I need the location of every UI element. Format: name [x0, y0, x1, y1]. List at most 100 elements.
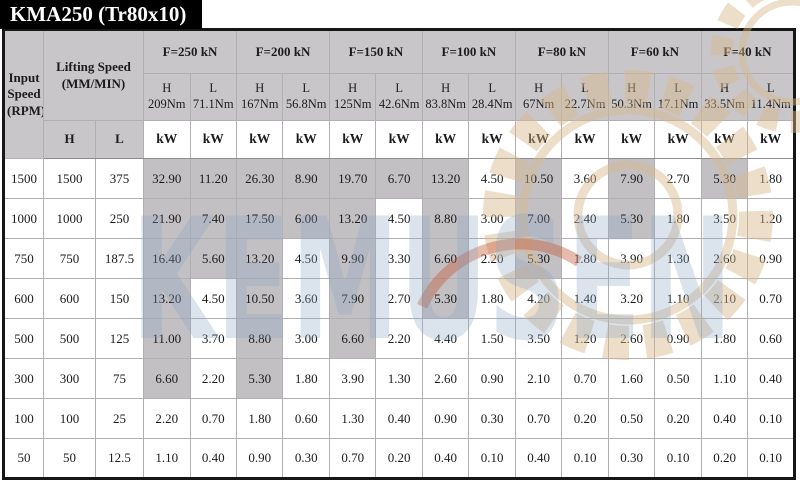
- kw-value: 0.90: [468, 358, 516, 399]
- kw-value: 2.70: [375, 278, 423, 319]
- kw-value: 0.20: [654, 398, 702, 439]
- kw-unit-label: kW: [468, 120, 516, 159]
- kw-value: 7.90: [328, 278, 377, 319]
- table-row: 750 750 187.5 16.40 5.60 13.20 4.50 9.90 3.30 6.6…: [3, 238, 795, 279]
- input-speed-value: 1500: [3, 158, 44, 199]
- kw-value: 1.10: [654, 278, 702, 319]
- load-header-row: Input Speed (RPM) Lifting Speed (MM/MIN)…: [3, 29, 796, 159]
- kw-value: 1.30: [328, 398, 377, 439]
- kw-value: 2.20: [375, 318, 423, 359]
- input-speed-value: 300: [3, 358, 44, 399]
- load-column-header: F=60 kN: [607, 29, 702, 74]
- kw-value: 1.80: [282, 358, 330, 399]
- power-spec-table: Input Speed (RPM) Lifting Speed (MM/MIN)…: [2, 28, 796, 480]
- kw-value: 3.20: [607, 278, 656, 319]
- kw-value: 0.10: [561, 438, 609, 479]
- load-column-header: F=150 kN: [328, 29, 423, 74]
- kw-value: 1.80: [747, 158, 795, 199]
- kw-value: 0.10: [654, 438, 702, 479]
- lifting-speed-high-value: 1500: [43, 158, 96, 199]
- kw-value: 3.50: [700, 198, 749, 239]
- input-speed-value: 100: [3, 398, 44, 439]
- kw-value: 26.30: [235, 158, 284, 199]
- kw-value: 0.20: [700, 438, 749, 479]
- kw-value: 1.30: [654, 238, 702, 279]
- input-speed-value: 1000: [3, 198, 44, 239]
- kw-value: 2.20: [143, 398, 191, 439]
- load-column-header: F=100 kN: [421, 29, 516, 74]
- input-speed-value: 600: [3, 278, 44, 319]
- kw-value: 1.80: [468, 278, 516, 319]
- torque-header-low: L 42.6Nm: [375, 73, 423, 121]
- kw-value: 0.50: [654, 358, 702, 399]
- kw-value: 0.90: [421, 398, 470, 439]
- kw-value: 3.60: [561, 158, 609, 199]
- torque-header-high: H 67Nm: [514, 73, 563, 121]
- lifting-speed-low-value: 75: [94, 358, 145, 399]
- kw-value: 0.40: [421, 438, 470, 479]
- kw-value: 5.30: [700, 158, 749, 199]
- kw-value: 0.40: [700, 398, 749, 439]
- table-row: 300 300 75 6.60 2.20 5.30 1.80 3.90 1.30 2.60 0.90…: [3, 358, 795, 399]
- kw-value: 13.20: [421, 158, 470, 199]
- lifting-speed-low-value: 375: [94, 158, 145, 199]
- kw-unit-label: kW: [607, 120, 656, 159]
- kw-value: 32.90: [143, 158, 191, 199]
- kw-value: 1.20: [561, 318, 609, 359]
- kw-value: 0.90: [235, 438, 284, 479]
- lifting-high-label: H: [43, 120, 96, 159]
- kw-unit-label: kW: [700, 120, 749, 159]
- kw-value: 3.70: [189, 318, 237, 359]
- kw-unit-label: kW: [143, 120, 191, 159]
- unit-header-row: H L kW kW kW kW kW kW kW kW kW kW kW kW kW kW: [4, 120, 795, 159]
- kw-value: 0.10: [747, 438, 795, 479]
- kw-value: 2.60: [700, 238, 749, 279]
- kw-value: 0.70: [514, 398, 563, 439]
- kw-unit-label: kW: [514, 120, 563, 159]
- torque-header-row: H 209Nm L 71.1Nm H 167Nm L 56.8Nm H 125Nm L 42.6Nm H…: [4, 73, 795, 121]
- kw-value: 6.00: [282, 198, 330, 239]
- kw-value: 2.20: [189, 358, 237, 399]
- kw-value: 7.90: [607, 158, 656, 199]
- kw-value: 4.50: [375, 198, 423, 239]
- kw-value: 13.20: [235, 238, 284, 279]
- table-row: 50 50 12.5 1.10 0.40 0.90 0.30 0.70 0.20 0.40 0.10…: [3, 438, 795, 479]
- lifting-speed-low-value: 250: [94, 198, 145, 239]
- table-row: 100 100 25 2.20 0.70 1.80 0.60 1.30 0.40 0.90 0.30…: [3, 398, 795, 439]
- kw-value: 1.50: [468, 318, 516, 359]
- kw-value: 1.10: [143, 438, 191, 479]
- table-row: 1000 1000 250 21.90 7.40 17.50 6.00 13.20 4.50 8.…: [3, 198, 795, 239]
- lifting-speed-low-value: 150: [94, 278, 145, 319]
- table-body: 1500 1500 375 32.90 11.20 26.30 8.90 19.70 6.70 1…: [3, 158, 795, 479]
- kw-value: 5.30: [421, 278, 470, 319]
- load-column-header: F=80 kN: [514, 29, 609, 74]
- kw-value: 10.50: [514, 158, 563, 199]
- kw-value: 5.30: [607, 198, 656, 239]
- kw-value: 5.60: [189, 238, 237, 279]
- kw-value: 0.40: [514, 438, 563, 479]
- kw-value: 1.10: [700, 358, 749, 399]
- lifting-speed-header: Lifting Speed (MM/MIN): [42, 29, 145, 121]
- torque-header-high: H 209Nm: [143, 73, 191, 121]
- kw-value: 13.20: [143, 278, 191, 319]
- kw-value: 0.90: [747, 238, 795, 279]
- kw-value: 5.30: [514, 238, 563, 279]
- kw-value: 0.70: [747, 278, 795, 319]
- torque-header-high: H 33.5Nm: [700, 73, 749, 121]
- lifting-speed-high-value: 100: [43, 398, 96, 439]
- kw-value: 11.00: [143, 318, 191, 359]
- kw-value: 1.60: [607, 358, 656, 399]
- kw-value: 1.80: [654, 198, 702, 239]
- kw-value: 0.70: [189, 398, 237, 439]
- kw-value: 10.50: [235, 278, 284, 319]
- lifting-low-label: L: [94, 120, 145, 159]
- torque-header-high: H 167Nm: [235, 73, 284, 121]
- kw-value: 21.90: [143, 198, 191, 239]
- kw-unit-label: kW: [421, 120, 470, 159]
- kw-value: 3.30: [375, 238, 423, 279]
- kw-unit-label: kW: [561, 120, 609, 159]
- kw-value: 16.40: [143, 238, 191, 279]
- kw-value: 1.80: [235, 398, 284, 439]
- kw-unit-label: kW: [189, 120, 237, 159]
